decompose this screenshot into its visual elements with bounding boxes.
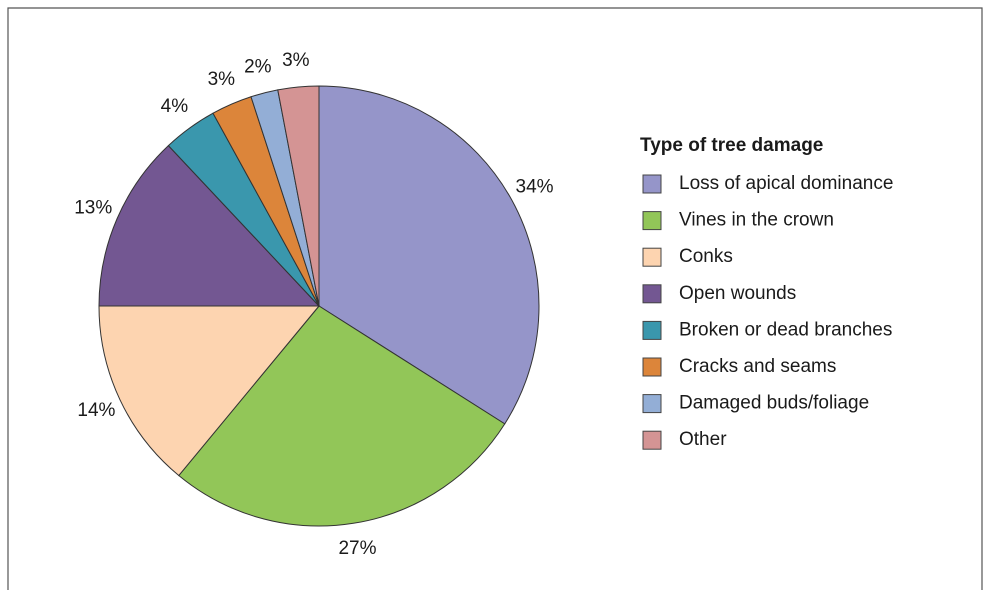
legend-swatch xyxy=(642,357,662,377)
legend-swatch xyxy=(642,394,662,414)
legend-swatch xyxy=(642,320,662,340)
legend-swatch xyxy=(642,430,662,450)
data-label: 27% xyxy=(338,538,376,559)
legend-swatch xyxy=(642,211,662,231)
legend-swatch xyxy=(642,247,662,267)
legend-label: Damaged buds/foliage xyxy=(679,393,869,414)
legend-label: Loss of apical dominance xyxy=(679,173,893,194)
pie-slice xyxy=(318,85,540,425)
data-label: 3% xyxy=(208,69,236,90)
legend-swatch xyxy=(642,284,662,304)
legend-label: Open wounds xyxy=(679,283,796,304)
legend-label: Vines in the crown xyxy=(679,210,834,231)
legend-label: Conks xyxy=(679,246,733,267)
data-label: 14% xyxy=(77,400,115,421)
legend-swatch xyxy=(642,174,662,194)
data-label: 34% xyxy=(516,177,554,198)
data-label: 2% xyxy=(244,57,272,78)
pie-slice xyxy=(98,305,321,477)
legend-label: Broken or dead branches xyxy=(679,319,892,340)
frame xyxy=(7,7,983,590)
pie-slice xyxy=(277,85,320,307)
pie-slice xyxy=(178,305,506,527)
pie-slice xyxy=(98,144,321,307)
data-label: 3% xyxy=(282,50,310,71)
legend-label: Cracks and seams xyxy=(679,356,836,377)
legend-title: Type of tree damage xyxy=(640,135,823,156)
legend-label: Other xyxy=(679,429,727,450)
data-label: 4% xyxy=(161,96,189,117)
data-label: 13% xyxy=(74,197,112,218)
